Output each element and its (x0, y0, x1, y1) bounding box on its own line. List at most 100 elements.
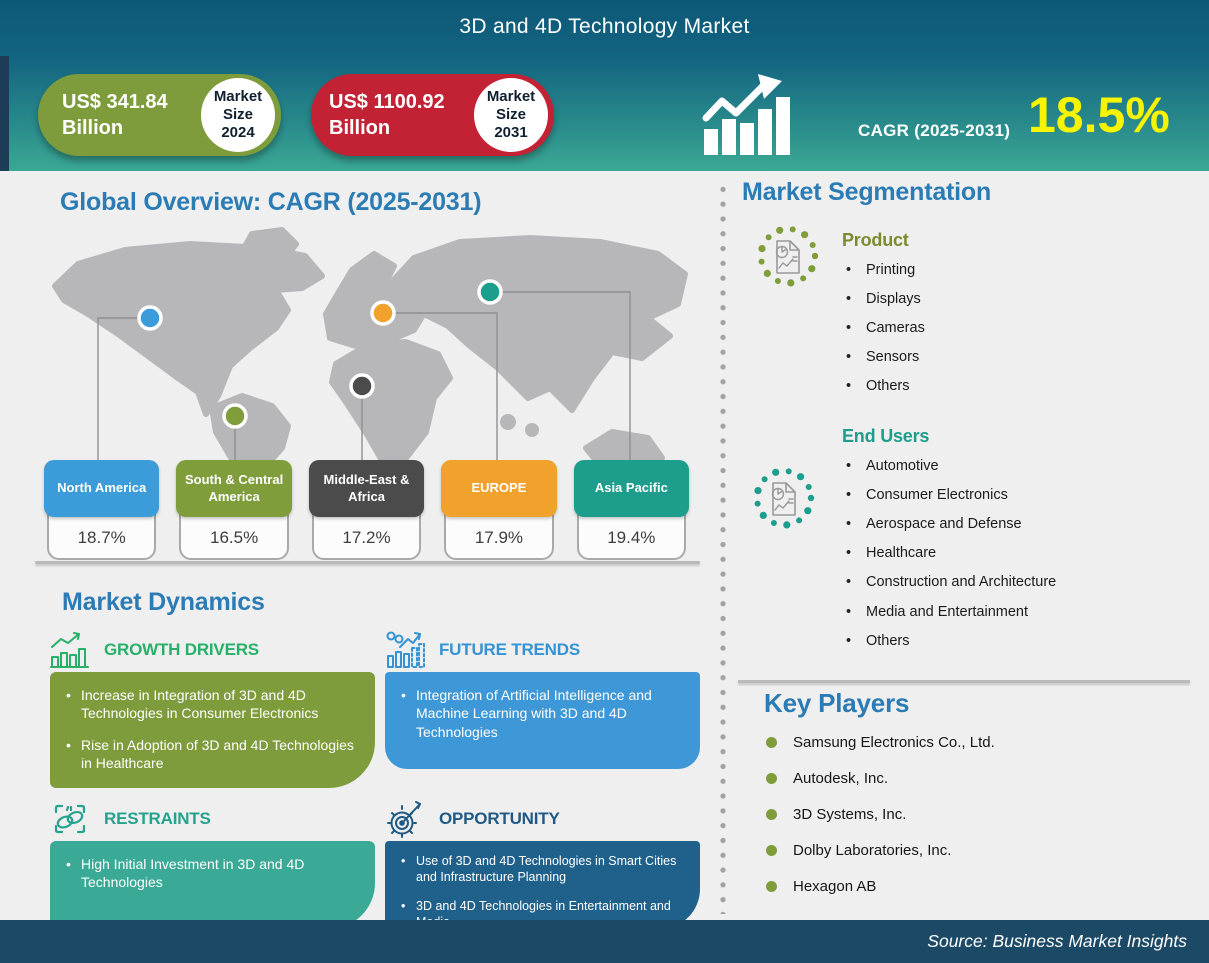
unit-2031: Billion (329, 117, 391, 139)
product-heading: Product (842, 230, 909, 250)
region-card-north-america: North America 18.7% (44, 460, 160, 560)
market-segmentation-title: Market Segmentation (742, 178, 992, 206)
key-player-item: 3D Systems, Inc. (766, 806, 995, 823)
map-greenland (239, 227, 299, 265)
restraints-block: RESTRAINTS High Initial Investment in 3D… (50, 799, 375, 929)
source-bar: Source: Business Market Insights (0, 920, 1209, 963)
segment-product-group: Product Printing Displays Cameras Sensor… (842, 230, 925, 408)
header-banner: 3D and 4D Technology Market US$ 341.84 B… (0, 0, 1209, 171)
map-marker-asia-pacific (477, 279, 503, 305)
end-user-item: Aerospace and Defense (842, 516, 1056, 533)
growth-drivers-header: GROWTH DRIVERS (50, 630, 375, 670)
restraints-header: RESTRAINTS (50, 799, 375, 839)
growth-bar-chart-icon (50, 632, 89, 668)
product-item: Sensors (842, 349, 925, 366)
growth-drivers-list: Increase in Integration of 3D and 4D Tec… (66, 686, 359, 773)
opportunity-block: OPPORTUNITY Use of 3D and 4D Technologie… (385, 799, 700, 929)
growth-driver-item: Increase in Integration of 3D and 4D Tec… (66, 686, 359, 723)
chain-link-icon (54, 804, 86, 833)
key-player-item: Samsung Electronics Co., Ltd. (766, 734, 995, 751)
future-trends-list: Integration of Artificial Intelligence a… (401, 686, 684, 741)
region-cagr-cards: North America 18.7% South & Central Amer… (44, 460, 690, 560)
region-name: North America (44, 460, 160, 517)
restraints-title: RESTRAINTS (104, 808, 211, 828)
global-overview-title: Global Overview: CAGR (2025-2031) (60, 188, 482, 216)
growth-driver-item: Rise in Adoption of 3D and 4D Technologi… (66, 736, 359, 773)
region-card-south-central-america: South & Central America 16.5% (176, 460, 292, 560)
market-size-badges: US$ 341.84 Billion Market Size 2024 US$ … (38, 74, 554, 156)
growth-drivers-box: Increase in Integration of 3D and 4D Tec… (50, 672, 375, 788)
product-item: Displays (842, 291, 925, 308)
segment-end-users-group: End Users Automotive Consumer Electronic… (842, 426, 1056, 662)
key-players-list: Samsung Electronics Co., Ltd. Autodesk, … (766, 734, 995, 914)
amount-2024: US$ 341.84 (62, 91, 168, 113)
growth-drivers-block: GROWTH DRIVERS Increase in Integration o… (50, 630, 375, 788)
connector-europe (383, 312, 498, 476)
region-card-europe: EUROPE 17.9% (441, 460, 557, 560)
end-users-heading: End Users (842, 426, 930, 446)
world-map (52, 227, 688, 476)
end-user-item: Healthcare (842, 545, 1056, 562)
region-name: Middle-East & Africa (308, 460, 425, 517)
market-size-2031-label: Market Size 2031 (474, 78, 548, 152)
region-name: Asia Pacific (573, 460, 690, 517)
product-list: Printing Displays Cameras Sensors Others (842, 262, 925, 396)
region-name: South & Central America (176, 460, 292, 517)
connector-asia-pacific (490, 291, 631, 476)
market-size-2024-label: Market Size 2024 (201, 78, 275, 152)
restraint-item: High Initial Investment in 3D and 4D Tec… (66, 855, 359, 892)
region-name: EUROPE (441, 460, 557, 517)
map-marker-north-america (137, 305, 163, 331)
end-user-item: Consumer Electronics (842, 487, 1056, 504)
map-africa (329, 339, 453, 467)
map-island (525, 423, 539, 437)
region-card-asia-pacific: Asia Pacific 19.4% (573, 460, 690, 560)
map-north-america (52, 241, 325, 417)
restraints-list: High Initial Investment in 3D and 4D Tec… (66, 855, 359, 892)
connector-north-america (97, 317, 150, 476)
opportunity-header: OPPORTUNITY (385, 799, 700, 839)
product-item: Cameras (842, 320, 925, 337)
growth-drivers-title: GROWTH DRIVERS (104, 640, 259, 659)
future-trends-block: FUTURE TRENDS Integration of Artificial … (385, 630, 700, 788)
market-size-2031-value: US$ 1100.92 Billion (311, 74, 479, 156)
product-item: Printing (842, 262, 925, 279)
market-size-2024-value: US$ 341.84 Billion (38, 74, 196, 156)
trend-forecast-chart-icon (386, 631, 425, 668)
region-card-middle-east-africa: Middle-East & Africa 17.2% (308, 460, 425, 560)
map-marker-middle-east-africa (349, 373, 375, 399)
end-user-item: Automotive (842, 458, 1056, 475)
page-title: 3D and 4D Technology Market (459, 15, 750, 38)
right-column: Market Segmentation Product (738, 0, 1196, 920)
future-trend-item: Integration of Artificial Intelligence a… (401, 686, 684, 741)
product-item: Others (842, 378, 925, 395)
market-dynamics-grid: GROWTH DRIVERS Increase in Integration o… (50, 630, 700, 929)
future-trends-box: Integration of Artificial Intelligence a… (385, 672, 700, 769)
restraints-box: High Initial Investment in 3D and 4D Tec… (50, 840, 375, 929)
opportunity-box: Use of 3D and 4D Technologies in Smart C… (385, 840, 700, 929)
opportunity-list: Use of 3D and 4D Technologies in Smart C… (401, 853, 684, 929)
map-marker-europe (370, 300, 396, 326)
future-trends-header: FUTURE TRENDS (385, 630, 700, 670)
end-user-item: Others (842, 633, 1056, 650)
cagr-label: CAGR (2025-2031) (858, 121, 1011, 140)
map-asia (387, 235, 688, 413)
bar-chart-rising-arrow-icon (702, 74, 790, 155)
document-pie-chart-dotted-circle-icon (754, 468, 815, 529)
left-accent-strip (0, 56, 9, 171)
market-dynamics-title: Market Dynamics (62, 588, 265, 616)
document-pie-chart-dotted-circle-icon (758, 226, 819, 287)
future-trends-title: FUTURE TRENDS (439, 640, 580, 659)
end-user-item: Construction and Architecture (842, 574, 1056, 591)
amount-2031: US$ 1100.92 (329, 91, 445, 113)
unit-2024: Billion (62, 117, 124, 139)
key-player-item: Dolby Laboratories, Inc. (766, 842, 995, 859)
market-size-2031-badge: US$ 1100.92 Billion Market Size 2031 (311, 74, 554, 156)
vertical-dotted-divider (719, 182, 727, 914)
opportunity-title: OPPORTUNITY (439, 808, 560, 828)
key-player-item: Autodesk, Inc. (766, 770, 995, 787)
opportunity-item: Use of 3D and 4D Technologies in Smart C… (401, 853, 684, 886)
key-players-divider (738, 680, 1190, 683)
cagr-value: 18.5% (1028, 87, 1170, 143)
